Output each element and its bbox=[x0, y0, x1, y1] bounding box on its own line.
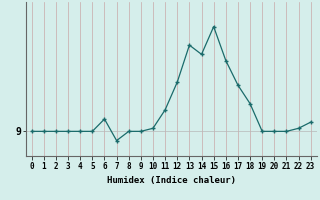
X-axis label: Humidex (Indice chaleur): Humidex (Indice chaleur) bbox=[107, 176, 236, 185]
